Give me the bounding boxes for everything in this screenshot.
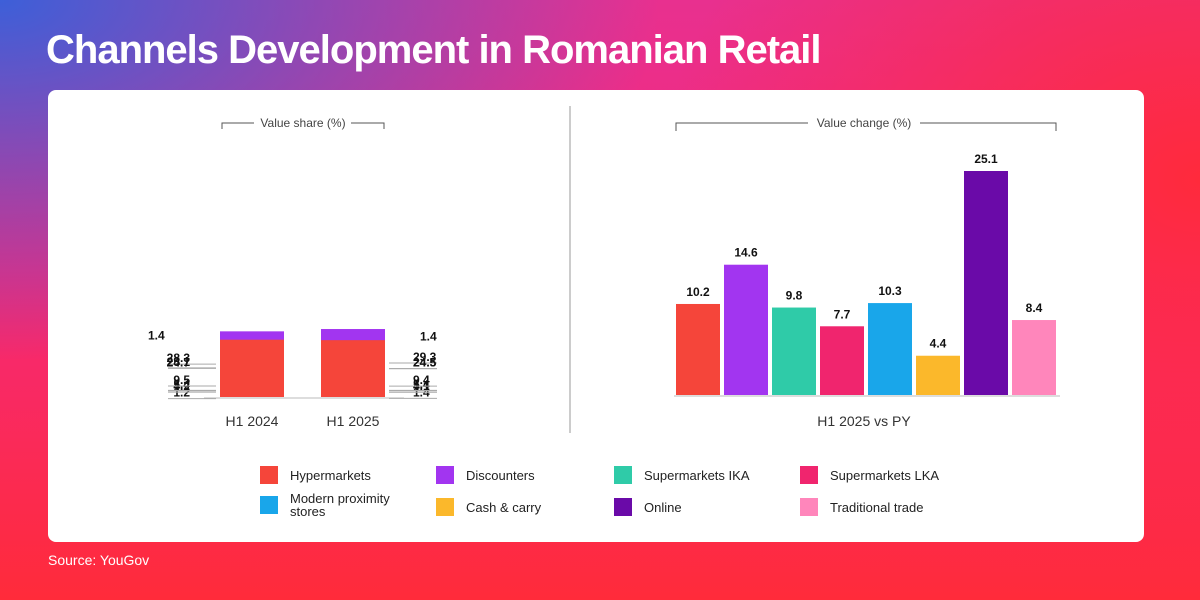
legend-item: Online <box>614 498 682 516</box>
legend-item: Discounters <box>436 466 535 484</box>
legend-label: Discounters <box>466 467 535 483</box>
legend-swatch <box>260 496 278 514</box>
legend-label: Supermarkets IKA <box>644 467 750 483</box>
change-bar <box>964 171 1008 395</box>
legend-label: Hypermarkets <box>290 467 371 483</box>
change-value-label: 4.4 <box>930 337 947 351</box>
change-bar <box>1012 320 1056 395</box>
change-value-label: 10.3 <box>878 284 902 298</box>
legend-item: Cash & carry <box>436 498 541 516</box>
change-chart-title: Value change (%) <box>817 116 912 130</box>
change-value-label: 10.2 <box>686 285 710 299</box>
share-value-label-outer: 1.4 <box>420 329 437 343</box>
change-xlabel: H1 2025 vs PY <box>817 413 911 429</box>
share-value-label-outer: 1.4 <box>148 328 165 342</box>
share-value-label: 24.5 <box>413 356 437 370</box>
change-bar <box>868 303 912 395</box>
change-bar <box>916 355 960 395</box>
legend-swatch <box>614 466 632 484</box>
change-bar <box>820 326 864 395</box>
change-bracket <box>675 122 1057 131</box>
change-bar <box>724 264 768 395</box>
legend-swatch <box>614 498 632 516</box>
share-value-label: 29.3 <box>413 350 437 364</box>
legend-label: Traditional trade <box>830 499 924 515</box>
share-value-label: 9.5 <box>173 373 190 387</box>
charts-svg: Value share (%) Value change (%) H1 2024… <box>148 106 1060 433</box>
source-note: Source: YouGov <box>48 552 150 568</box>
change-value-label: 14.6 <box>734 246 758 260</box>
share-value-label: 28.3 <box>167 351 191 365</box>
share-value-label: 5.4 <box>173 378 190 392</box>
change-value-label: 7.7 <box>834 307 851 321</box>
change-value-label: 25.1 <box>974 152 998 166</box>
page-title: Channels Development in Romanian Retail <box>46 28 821 72</box>
share-value-label: 5.4 <box>413 378 430 392</box>
legend-swatch <box>260 466 278 484</box>
legend-item: Modern proximity stores <box>260 492 400 518</box>
share-value-label: 1.4 <box>413 377 430 391</box>
legend-swatch <box>800 498 818 516</box>
share-category-label: H1 2024 <box>226 413 279 429</box>
legend-item: Hypermarkets <box>260 466 371 484</box>
share-chart-title: Value share (%) <box>260 116 345 130</box>
share-value-label: 1.4 <box>173 377 190 391</box>
legend-label: Cash & carry <box>466 499 542 515</box>
share-bar-segment <box>321 340 385 397</box>
share-bracket <box>221 122 385 129</box>
legend-swatch <box>436 466 454 484</box>
share-value-label: 9.4 <box>413 373 430 387</box>
legend-swatch <box>436 498 454 516</box>
change-value-label: 8.4 <box>1026 301 1043 315</box>
share-bar-segment <box>220 339 284 397</box>
legend-swatch <box>800 466 818 484</box>
legend-item: Supermarkets IKA <box>614 466 750 484</box>
share-value-label: 24.7 <box>167 355 191 369</box>
change-value-label: 9.8 <box>786 289 803 303</box>
legend-label: Supermarkets LKA <box>830 467 940 483</box>
legend: Hypermarkets Discounters Supermarkets IK… <box>260 460 1080 520</box>
chart-card: Value share (%) Value change (%) H1 2024… <box>48 90 1144 542</box>
legend-item: Traditional trade <box>800 498 923 516</box>
change-bar <box>772 307 816 395</box>
share-category-label: H1 2025 <box>327 413 380 429</box>
legend-label: Modern proximity stores <box>290 491 390 519</box>
legend-label: Online <box>644 499 682 515</box>
legend-item: Supermarkets LKA <box>800 466 939 484</box>
share-value-label: 25.1 <box>167 355 191 369</box>
change-bar <box>676 303 720 395</box>
